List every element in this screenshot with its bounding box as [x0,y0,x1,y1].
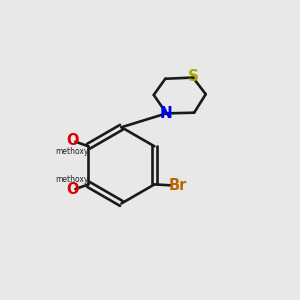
Text: O: O [66,133,79,148]
Text: O: O [66,182,79,197]
Text: S: S [188,69,199,84]
Text: methoxy: methoxy [56,175,89,184]
Text: methoxy: methoxy [56,147,89,156]
Text: N: N [160,106,173,121]
Text: Br: Br [169,178,187,193]
